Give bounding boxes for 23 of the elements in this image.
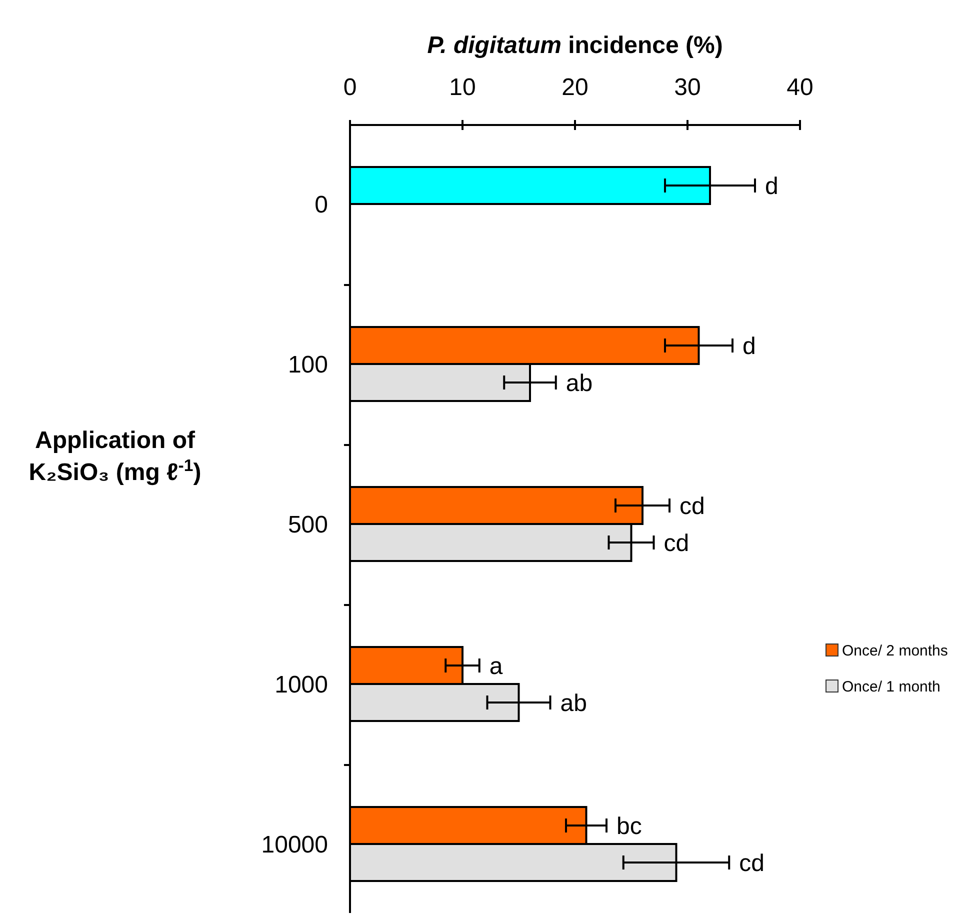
data-label: ab bbox=[566, 370, 593, 397]
legend-label: Once/ 1 month bbox=[842, 678, 940, 696]
legend-label: Once/ 2 months bbox=[842, 642, 948, 660]
x-tick-label: 40 bbox=[786, 74, 814, 101]
y-tick-label: 1000 bbox=[274, 671, 328, 698]
y-tick-label: 0 bbox=[314, 191, 328, 218]
data-label: d bbox=[742, 332, 756, 360]
data-label: d bbox=[765, 172, 778, 200]
data-label: cd bbox=[680, 492, 705, 520]
y-axis-title: Application of K₂SiO₃ (mg ℓ$^{-1}$) bbox=[28, 427, 202, 486]
x-tick-label: 20 bbox=[562, 74, 588, 101]
y-tick-label: 100 bbox=[288, 351, 328, 378]
x-tick-label: 10 bbox=[449, 74, 476, 101]
data-label: cd bbox=[664, 530, 690, 557]
y-tick-label: 10000 bbox=[261, 831, 328, 858]
x-tick-label: 0 bbox=[343, 74, 357, 101]
x-axis-title: P. digitatum incidence (%) bbox=[427, 32, 723, 59]
data-label: ab bbox=[560, 690, 587, 717]
x-tick-label: 30 bbox=[674, 74, 701, 101]
y-tick-label: 500 bbox=[288, 511, 328, 538]
data-label: cd bbox=[739, 850, 764, 877]
data-label: bc bbox=[616, 812, 642, 840]
data-label: a bbox=[489, 652, 504, 680]
